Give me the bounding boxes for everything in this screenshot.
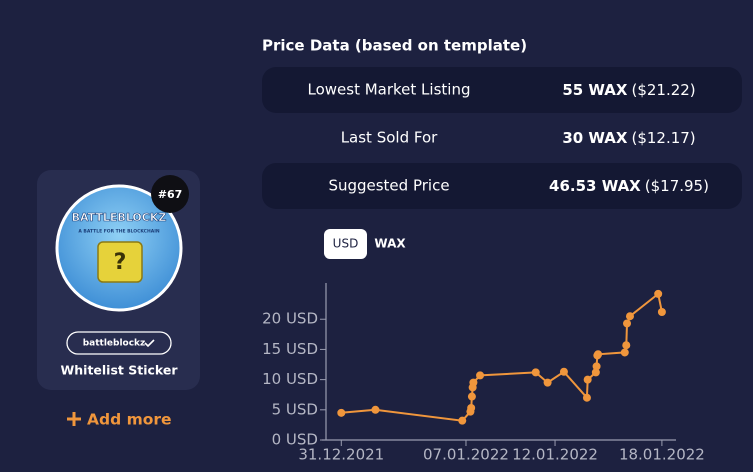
price-point <box>458 416 467 425</box>
x-tick-label: 18.01.2022 <box>619 446 705 464</box>
y-tick-label: 0 USD <box>272 431 318 449</box>
price-value: 55 WAX ($21.22) <box>562 81 695 99</box>
collection-pill[interactable] <box>66 331 172 355</box>
x-tick-label: 31.12.2021 <box>298 446 384 464</box>
price-usd: ($12.17) <box>631 129 695 147</box>
add-more-button[interactable]: Add more <box>67 411 172 429</box>
toggle-wax[interactable]: WAX <box>374 237 406 251</box>
price-point <box>622 341 631 350</box>
price-point <box>594 350 603 359</box>
price-point <box>654 289 663 298</box>
price-point <box>620 348 629 357</box>
image-subtitle: A BATTLE FOR THE BLOCKCHAIN <box>78 229 160 235</box>
badge-text: #67 <box>158 188 183 201</box>
y-tick-label: 10 USD <box>262 370 318 388</box>
x-tick-label: 07.01.2022 <box>423 446 509 464</box>
lucky-block <box>97 241 143 283</box>
price-row-bg <box>262 163 742 209</box>
asset-name: Whitelist Sticker <box>60 363 178 378</box>
price-point <box>467 392 476 401</box>
toggle-usd[interactable]: USD <box>333 237 359 251</box>
price-label: Lowest Market Listing <box>308 81 471 99</box>
price-point <box>476 371 485 380</box>
price-value: 46.53 WAX ($17.95) <box>549 177 709 195</box>
section-title: Price Data (based on template) <box>262 37 527 55</box>
asset-card[interactable]: BATTLEBLOCKZ A BATTLE FOR THE BLOCKCHAIN… <box>37 170 200 390</box>
plus-icon <box>67 412 81 426</box>
price-wax: 46.53 WAX <box>549 177 641 195</box>
image-title: BATTLEBLOCKZ <box>72 211 167 224</box>
verified-icon <box>144 339 155 348</box>
price-usd: ($21.22) <box>631 81 695 99</box>
price-point <box>469 378 478 387</box>
y-tick-label: 15 USD <box>262 340 318 358</box>
price-point <box>592 362 601 371</box>
price-label: Suggested Price <box>328 177 449 195</box>
price-point <box>531 368 540 377</box>
badge <box>151 175 189 213</box>
price-wax: 30 WAX <box>562 129 628 147</box>
collection-name: battleblockz <box>83 339 146 349</box>
price-point <box>657 307 666 316</box>
price-rows: Lowest Market Listing 55 WAX ($21.22) Last … <box>308 81 709 195</box>
price-usd: ($17.95) <box>645 177 709 195</box>
price-point <box>623 319 632 328</box>
price-point <box>582 393 591 402</box>
price-wax: 55 WAX <box>562 81 628 99</box>
price-chart: 0 USD 5 USD 10 USD 15 USD 20 USD 31.12.2021 07… <box>262 283 705 464</box>
price-point <box>591 368 600 377</box>
y-tick-label: 5 USD <box>272 400 318 418</box>
price-point <box>559 367 568 376</box>
price-value: 30 WAX ($12.17) <box>562 129 695 147</box>
add-more-label: Add more <box>87 411 172 429</box>
x-tick-label: 12.01.2022 <box>512 446 598 464</box>
price-point <box>543 378 552 387</box>
price-point <box>371 405 380 414</box>
lucky-block-mark: ? <box>114 250 127 275</box>
price-label: Last Sold For <box>341 129 438 147</box>
y-tick-label: 20 USD <box>262 310 318 328</box>
price-point <box>583 375 592 384</box>
price-point <box>467 403 476 412</box>
toggle-active[interactable] <box>324 229 367 259</box>
price-point <box>625 312 634 321</box>
price-row-bg <box>262 67 742 113</box>
price-point <box>337 408 346 417</box>
